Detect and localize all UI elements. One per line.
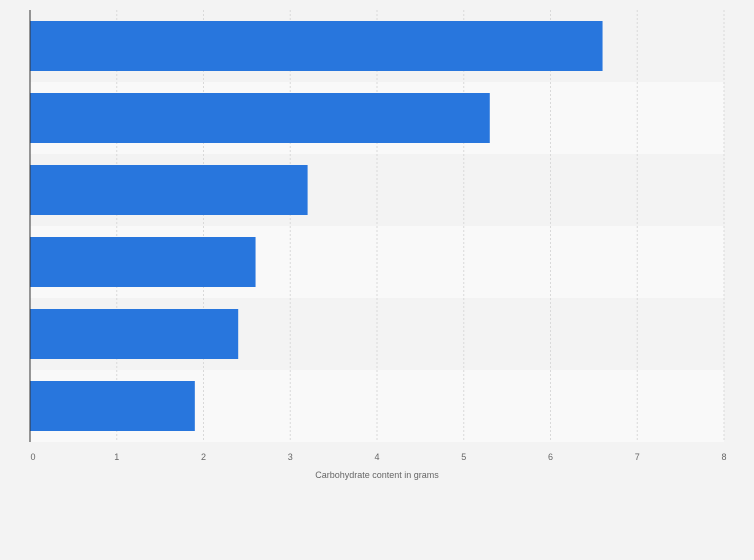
x-tick-label: 5 [461, 452, 466, 462]
bar[interactable] [30, 237, 256, 287]
bar[interactable] [30, 21, 603, 71]
bar[interactable] [30, 165, 308, 215]
x-axis-ticks: 0 1 2 3 4 5 6 7 8 [30, 452, 726, 462]
bar[interactable] [30, 93, 490, 143]
x-tick-label: 4 [374, 452, 379, 462]
x-tick-label: 0 [30, 452, 35, 462]
bars [30, 21, 603, 431]
vertical-gridlines [116, 10, 725, 442]
x-tick-label: 3 [288, 452, 293, 462]
x-tick-label: 8 [721, 452, 726, 462]
x-tick-label: 1 [114, 452, 119, 462]
bar[interactable] [30, 381, 195, 431]
x-tick-label: 6 [548, 452, 553, 462]
x-tick-label: 2 [201, 452, 206, 462]
x-tick-label: 7 [635, 452, 640, 462]
x-axis-title: Carbohydrate content in grams [315, 470, 439, 480]
bar[interactable] [30, 309, 239, 359]
